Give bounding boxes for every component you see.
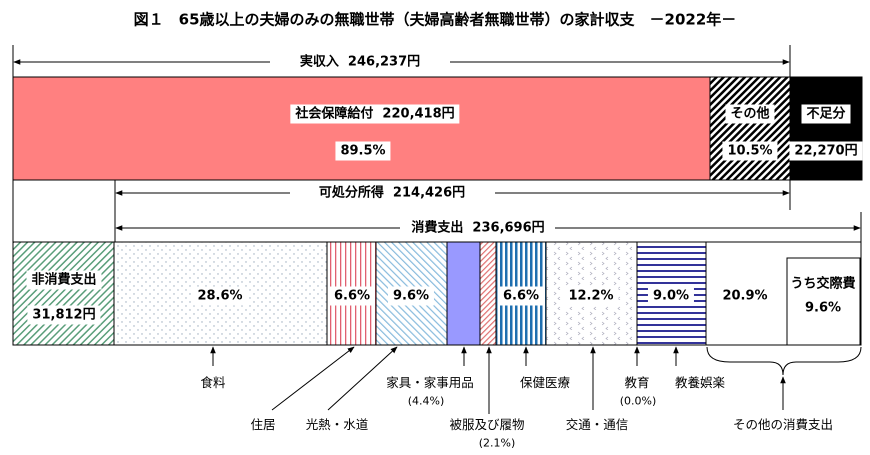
clothing-segment — [479, 241, 497, 346]
non-consumption-value: 31,812円 — [27, 305, 101, 325]
clothing-label: 被服及び履物 — [449, 416, 525, 432]
deficit-value: 22,270円 — [789, 141, 863, 161]
health-label: 保健医療 — [519, 374, 571, 390]
other-income-segment — [709, 76, 791, 181]
deficit-label: 不足分 — [801, 104, 851, 124]
furniture-label: 家具・家事用品 — [386, 374, 474, 390]
furniture-pct: (4.4%) — [407, 394, 445, 408]
housing-pct: 6.6% — [328, 286, 376, 306]
deficit-segment — [789, 76, 863, 181]
other-income-label: その他 — [725, 104, 775, 124]
chart-title: 図１ 65歳以上の夫婦のみの無職世帯（夫婦高齢者無職世帯）の家計収支 －2022… — [133, 10, 737, 29]
social-expenses-box — [786, 257, 861, 346]
social-security-pct: 89.5% — [335, 141, 391, 161]
recreation-label: 教養娯楽 — [674, 374, 726, 390]
furniture-segment — [446, 241, 481, 346]
other-income-pct: 10.5% — [722, 141, 778, 161]
non-consumption-segment — [12, 241, 115, 346]
social-security-label: 社会保障給付 220,418円 — [290, 104, 460, 124]
food-pct: 28.6% — [192, 286, 248, 306]
clothing-pct: (2.1%) — [478, 436, 516, 450]
disposable-income-label: 可処分所得 214,426円 — [318, 185, 466, 201]
other-consumption-label: その他の消費支出 — [732, 416, 834, 432]
transport-label: 交通・通信 — [565, 416, 629, 432]
other-consumption-pct: 20.9% — [722, 288, 768, 304]
health-pct: 6.6% — [497, 286, 545, 306]
transport-pct: 12.2% — [563, 286, 619, 306]
social-expenses-label: うち交際費 — [790, 276, 856, 292]
housing-label: 住居 — [250, 416, 276, 432]
non-consumption-label: 非消費支出 — [26, 270, 102, 290]
education-label: 教育 — [624, 374, 650, 390]
education-pct: (0.0%) — [619, 394, 657, 408]
consumption-label: 消費支出 236,696円 — [411, 220, 545, 236]
food-label: 食料 — [200, 374, 226, 390]
social-security-segment — [12, 76, 711, 181]
social-expenses-pct: 9.6% — [804, 300, 842, 316]
utilities-label: 光熱・水道 — [305, 416, 369, 432]
utilities-pct: 9.6% — [387, 286, 435, 306]
total-income-label: 実収入 246,237円 — [299, 54, 421, 70]
recreation-pct: 9.0% — [647, 286, 695, 306]
